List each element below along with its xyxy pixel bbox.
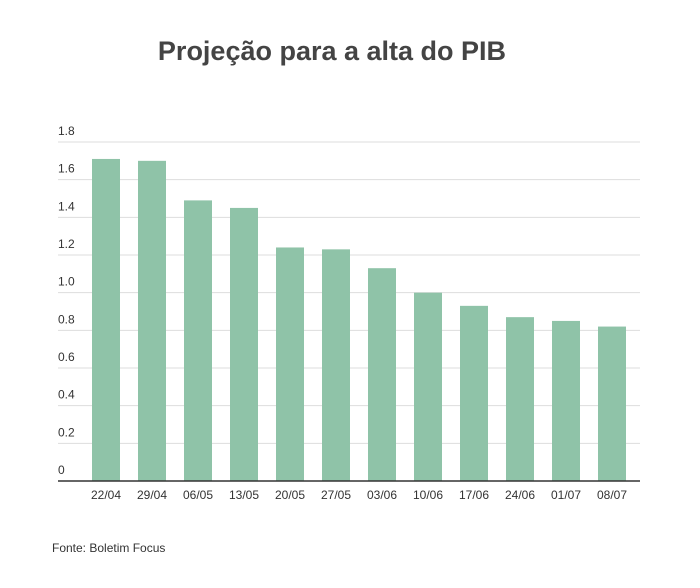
y-axis-ticks: 0 0.2 0.4 0.6 0.8 1.0 1.2 1.4 1.6 1.8 [58, 124, 75, 477]
y-tick-label: 0.8 [58, 312, 75, 326]
x-tick-label: 10/06 [413, 488, 443, 502]
x-tick-label: 13/05 [229, 488, 259, 502]
bar [414, 292, 442, 481]
bar [138, 160, 166, 482]
bar [506, 317, 534, 481]
x-axis-ticks: 22/04 29/04 06/05 13/05 20/05 27/05 03/06 10/06… [91, 488, 627, 502]
chart-title: Projeção para a alta do PIB [157, 36, 507, 66]
x-tick-label: 20/05 [275, 488, 305, 502]
x-tick-label: 03/06 [367, 488, 397, 502]
y-tick-label: 1.8 [58, 124, 75, 138]
x-tick-label: 06/05 [183, 488, 213, 502]
y-tick-label: 0 [58, 463, 65, 477]
x-tick-label: 01/07 [551, 488, 581, 502]
bar [598, 326, 626, 481]
y-tick-label: 1.0 [58, 275, 75, 289]
bar [368, 268, 396, 481]
y-tick-label: 1.6 [58, 162, 75, 176]
y-tick-label: 1.2 [58, 237, 75, 251]
bar [184, 200, 212, 481]
bar [276, 247, 304, 481]
bar [92, 158, 120, 481]
x-tick-label: 08/07 [597, 488, 627, 502]
x-tick-label: 17/06 [459, 488, 489, 502]
y-tick-label: 0.6 [58, 350, 75, 364]
y-tick-label: 1.4 [58, 199, 75, 213]
x-tick-label: 29/04 [137, 488, 167, 502]
bar [552, 320, 580, 481]
x-tick-label: 22/04 [91, 488, 121, 502]
bar-chart: 0 0.2 0.4 0.6 0.8 1.0 1.2 1.4 1.6 1.8 22/04 29/04 0… [58, 124, 640, 502]
source-note: Fonte: Boletim Focus [52, 541, 166, 555]
bar [322, 249, 350, 481]
y-tick-label: 0.4 [58, 388, 75, 402]
bar [230, 207, 258, 481]
x-tick-label: 27/05 [321, 488, 351, 502]
y-tick-label: 0.2 [58, 425, 75, 439]
bars [92, 158, 626, 482]
bar [460, 305, 488, 481]
x-tick-label: 24/06 [505, 488, 535, 502]
